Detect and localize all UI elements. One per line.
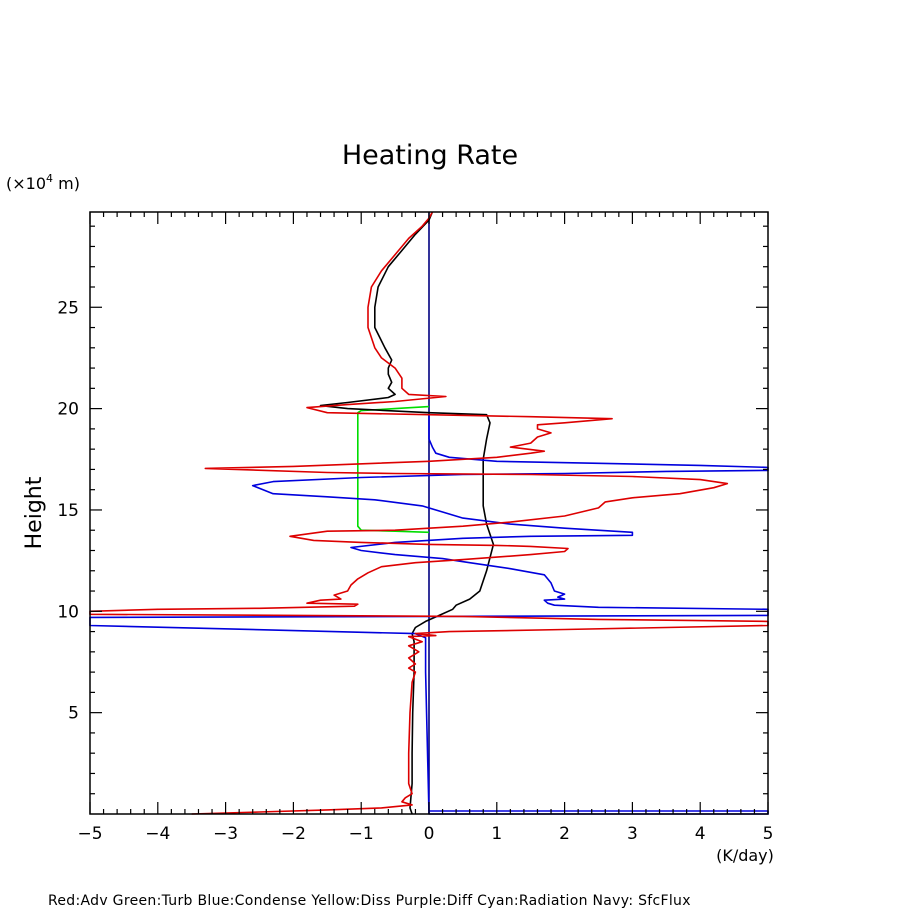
x-tick-label: −2: [281, 824, 306, 844]
y-tick-label: 25: [57, 298, 79, 318]
series-line-black: [319, 211, 495, 815]
x-tick-label: 1: [491, 824, 502, 844]
svg-text:(×104 m): (×104 m): [6, 172, 80, 193]
y-unit-exponent: 4: [46, 172, 53, 185]
x-tick-label: 3: [627, 824, 638, 844]
y-tick-label: 10: [57, 602, 79, 622]
y-tick-label: 15: [57, 501, 79, 521]
series-layer: [89, 211, 769, 815]
y-unit-prefix: (×10: [6, 174, 46, 193]
x-tick-label: −1: [349, 824, 374, 844]
x-tick-label: −5: [77, 824, 102, 844]
x-tick-label: 2: [559, 824, 570, 844]
chart-title: Heating Rate: [342, 140, 518, 171]
x-tick-label: 0: [424, 824, 435, 844]
y-axis-label: Height: [22, 476, 47, 549]
x-tick-label: 4: [695, 824, 706, 844]
series-line-red: [89, 211, 769, 815]
x-tick-label: −3: [213, 824, 238, 844]
legend-text: Red:Adv Green:Turb Blue:Condense Yellow:…: [48, 893, 691, 909]
tick-labels-layer: −5 −4 −3 −2 −1 0 1 2 3 4 5 5 10 15 20 25: [57, 298, 773, 844]
plot-frame: [89, 211, 769, 815]
y-tick-label: 5: [68, 704, 79, 724]
y-unit-suffix: m): [53, 174, 80, 193]
x-unit-label: (K/day): [716, 846, 774, 865]
x-tick-label: 5: [763, 824, 774, 844]
y-tick-label: 20: [57, 400, 79, 420]
series-line-green: [357, 405, 430, 534]
y-unit-label: (×104 m): [6, 172, 80, 193]
x-tick-label: −4: [145, 824, 170, 844]
